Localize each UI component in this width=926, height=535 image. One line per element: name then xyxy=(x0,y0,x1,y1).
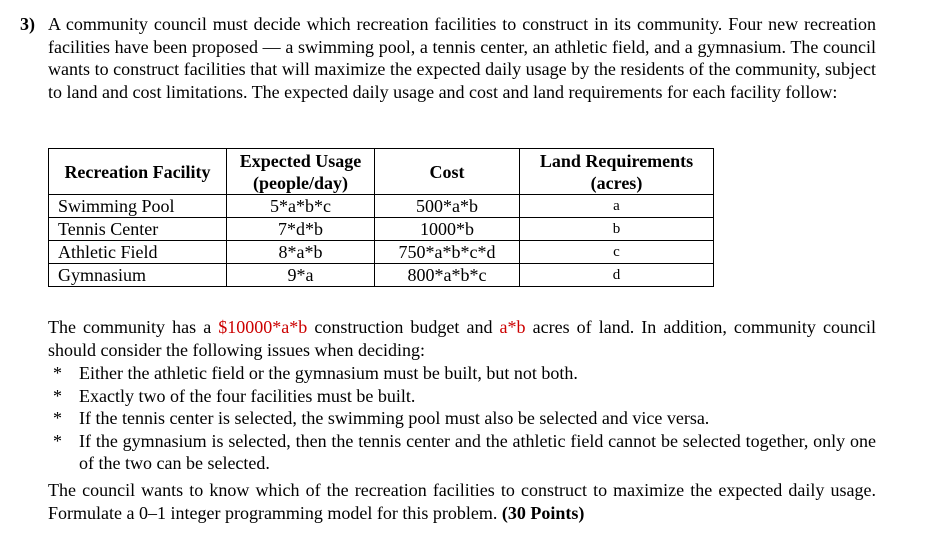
header-land-line2: (acres) xyxy=(590,172,643,193)
table-row: Gymnasium 9*a 800*a*b*c d xyxy=(48,263,714,287)
usage-value: 8*a*b xyxy=(226,240,375,264)
bullet-star: * xyxy=(53,430,62,451)
land-value: a xyxy=(519,194,714,218)
budget-text-post: acres of land. In addition, community co… xyxy=(48,317,876,360)
list-item: * If the tennis center is selected, the s… xyxy=(48,407,876,430)
table-row: Tennis Center 7*d*b 1000*b b xyxy=(48,217,714,241)
budget-paragraph: The community has a $10000*a*b construct… xyxy=(48,316,876,361)
header-land-line1: Land Requirements xyxy=(539,150,694,171)
header-usage-line1: Expected Usage xyxy=(239,150,362,171)
condition-text: Either the athletic field or the gymnasi… xyxy=(79,363,578,383)
closing-text: The council wants to know which of the r… xyxy=(48,480,876,523)
table-row: Athletic Field 8*a*b 750*a*b*c*d c xyxy=(48,240,714,264)
facility-name: Tennis Center xyxy=(48,217,227,241)
header-facility: Recreation Facility xyxy=(48,148,227,195)
usage-value: 9*a xyxy=(226,263,375,287)
question-intro: A community council must decide which re… xyxy=(48,14,876,102)
bullet-star: * xyxy=(53,363,62,383)
usage-value: 7*d*b xyxy=(226,217,375,241)
facility-table: Recreation Facility Expected Usage (peop… xyxy=(48,148,714,287)
condition-text: Exactly two of the four facilities must … xyxy=(79,385,416,406)
condition-text: If the tennis center is selected, the sw… xyxy=(79,408,710,428)
header-usage: Expected Usage (people/day) xyxy=(226,148,375,195)
cost-value: 750*a*b*c*d xyxy=(374,240,520,264)
cost-value: 800*a*b*c xyxy=(374,263,520,287)
conditions-list: * Either the athletic field or the gymnas… xyxy=(48,362,876,475)
land-value: c xyxy=(519,240,714,264)
list-item: * If the gymnasium is selected, then the … xyxy=(48,430,876,475)
usage-value: 5*a*b*c xyxy=(226,194,375,218)
points-label: (30 Points) xyxy=(501,502,585,523)
table-row: Swimming Pool 5*a*b*c 500*a*b a xyxy=(48,194,714,218)
condition-text: If the gymnasium is selected, then the t… xyxy=(79,430,876,474)
budget-amount: $10000*a*b xyxy=(218,317,308,337)
facility-name: Gymnasium xyxy=(48,263,227,287)
question-number: 3) xyxy=(20,14,35,34)
land-value: b xyxy=(519,217,714,241)
header-land: Land Requirements (acres) xyxy=(519,148,714,195)
cost-value: 500*a*b xyxy=(374,194,520,218)
bullet-star: * xyxy=(53,408,62,428)
cost-value: 1000*b xyxy=(374,217,520,241)
bullet-star: * xyxy=(53,385,62,406)
budget-text-mid: construction budget and xyxy=(307,317,500,337)
budget-text-pre: The community has a xyxy=(48,317,219,337)
header-usage-line2: (people/day) xyxy=(252,172,348,193)
facility-name: Athletic Field xyxy=(48,240,227,264)
table-header-row: Recreation Facility Expected Usage (peop… xyxy=(48,148,714,195)
header-cost: Cost xyxy=(374,148,520,195)
list-item: * Exactly two of the four facilities must… xyxy=(48,385,876,408)
land-acres: a*b xyxy=(499,317,526,337)
list-item: * Either the athletic field or the gymnas… xyxy=(48,362,876,385)
closing-paragraph: The council wants to know which of the r… xyxy=(48,479,876,524)
facility-name: Swimming Pool xyxy=(48,194,227,218)
land-value: d xyxy=(519,263,714,287)
